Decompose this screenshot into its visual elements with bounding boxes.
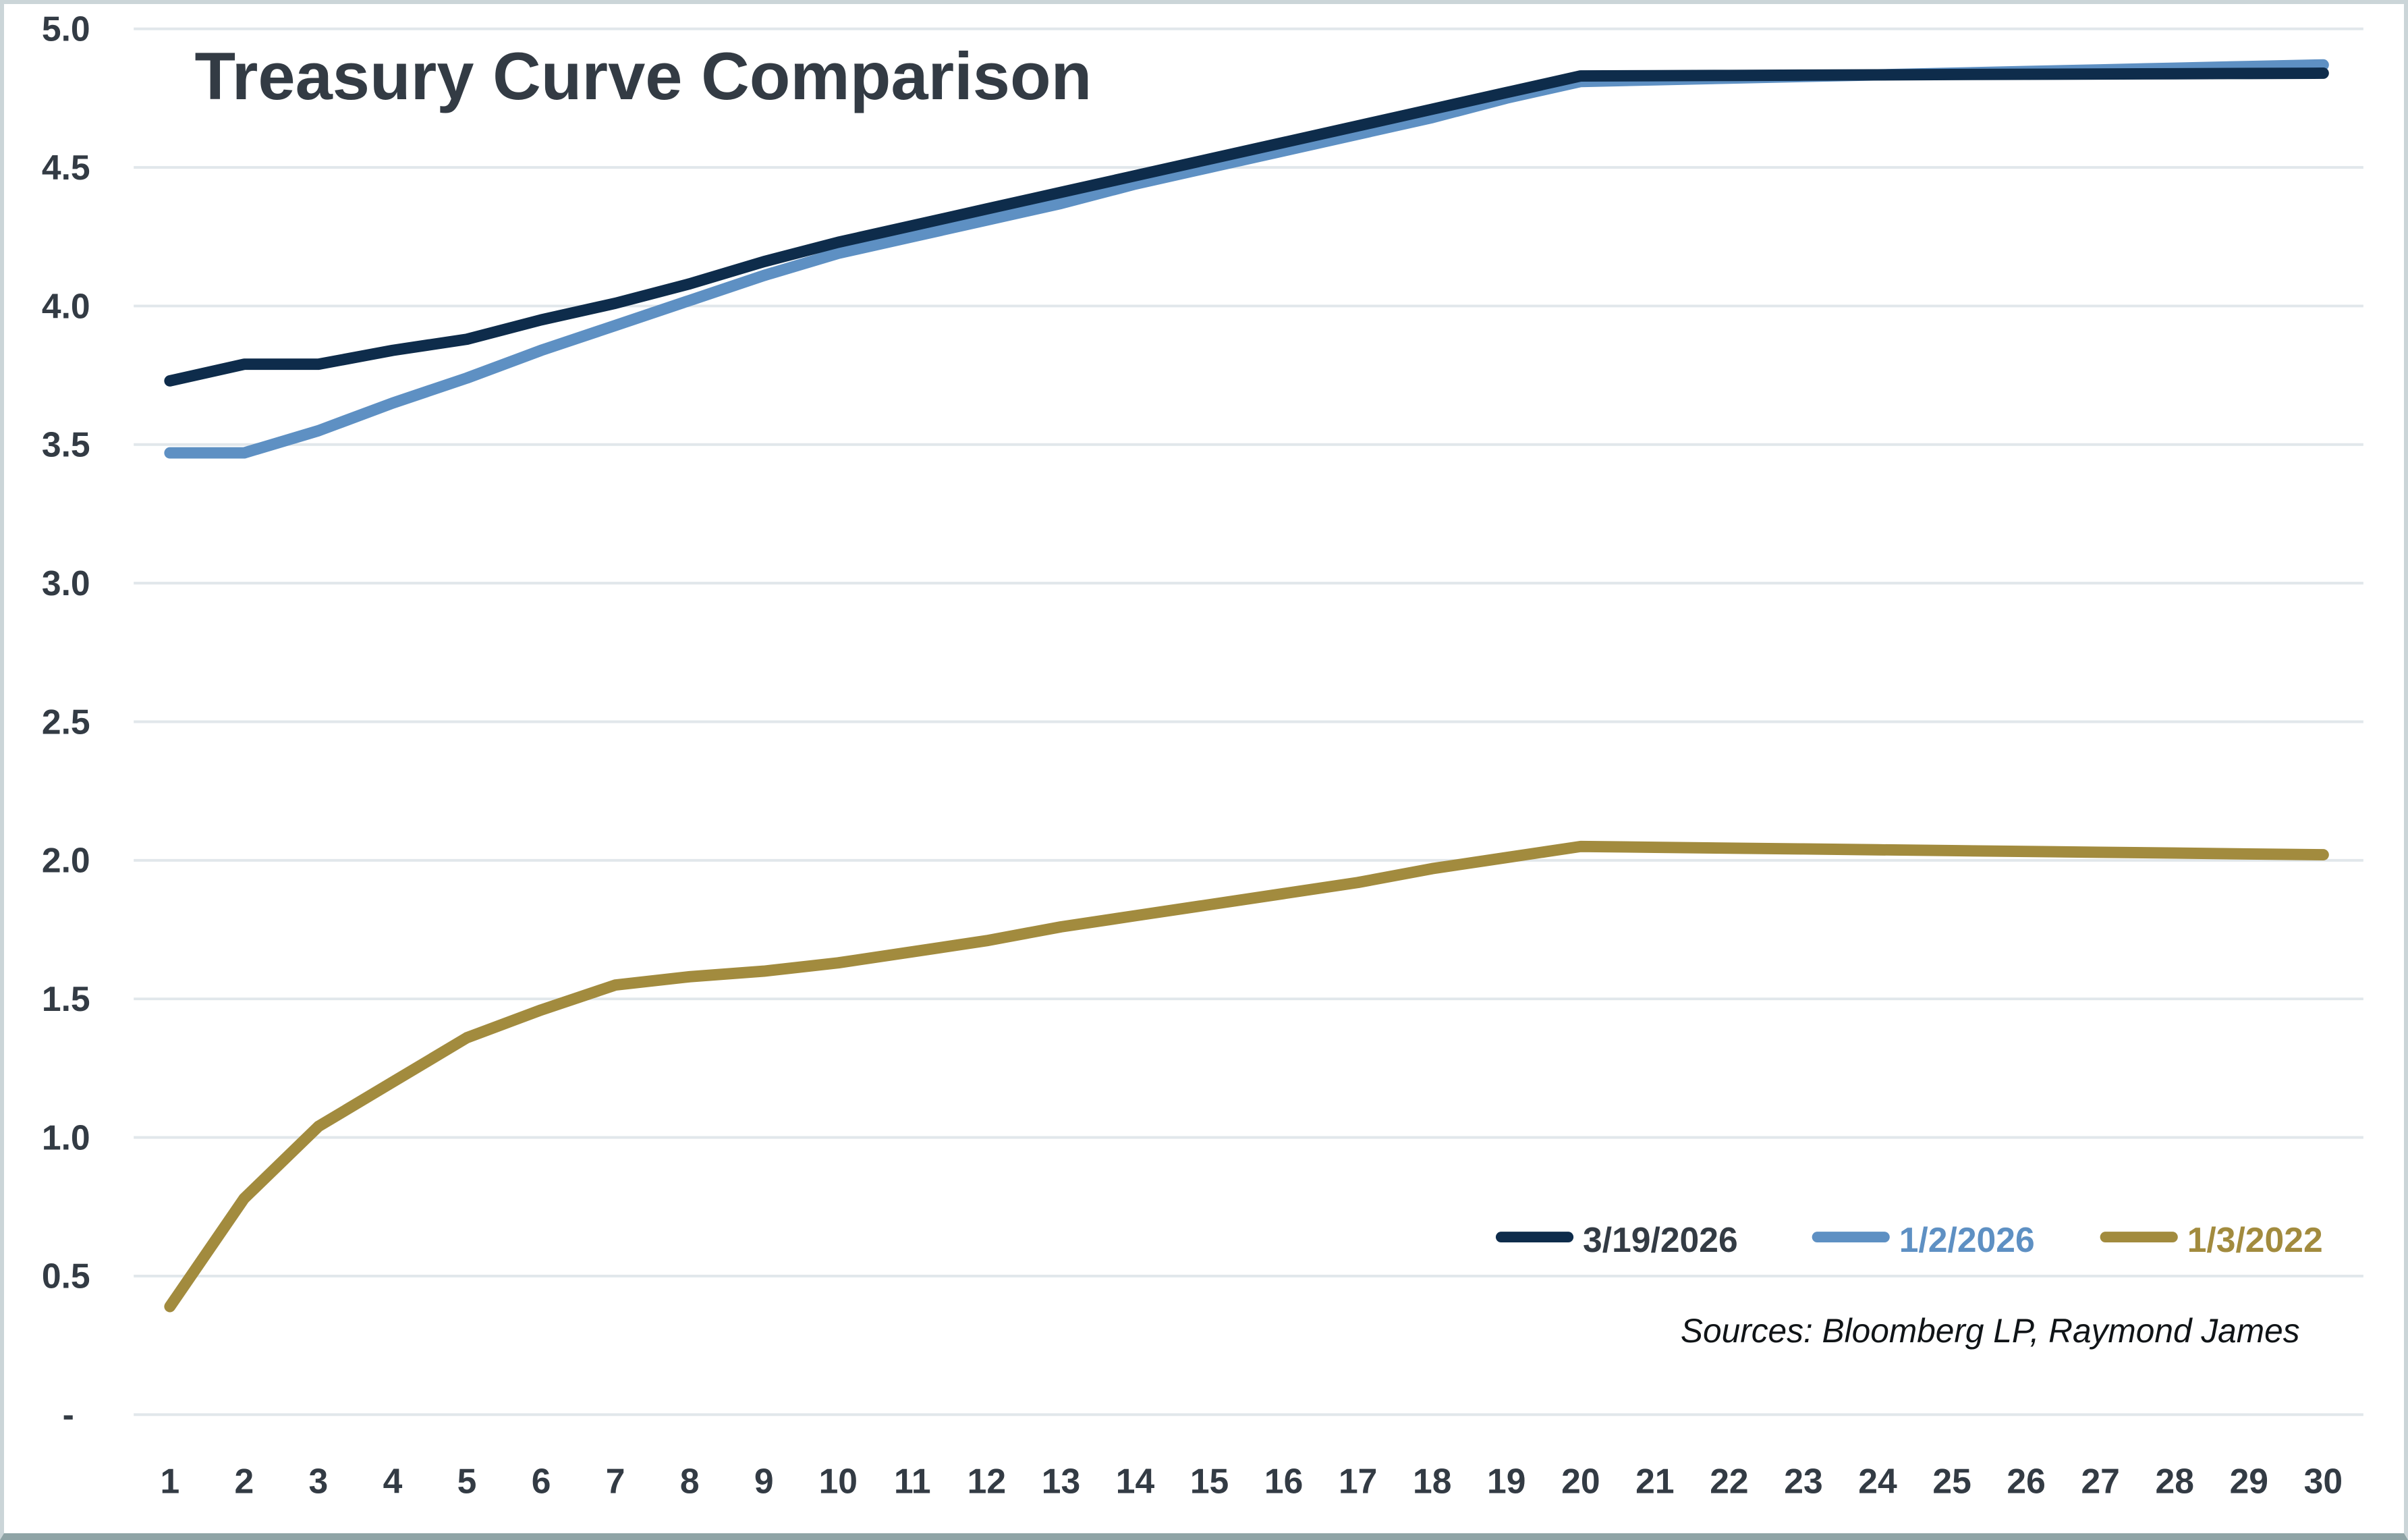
x-tick-label: 5 bbox=[457, 1461, 477, 1500]
x-tick-label: 24 bbox=[1858, 1461, 1897, 1500]
x-tick-label: 18 bbox=[1413, 1461, 1451, 1500]
chart-title: Treasury Curve Comparison bbox=[195, 39, 1092, 114]
sources-note: Sources: Bloomberg LP, Raymond James bbox=[1681, 1312, 2300, 1350]
series-line-1/3/2022 bbox=[164, 840, 2329, 1313]
y-tick-label: 5.0 bbox=[42, 9, 90, 49]
x-tick-label: 3 bbox=[309, 1461, 329, 1500]
legend-item-1/3/2022: 1/3/2022 bbox=[2100, 1220, 2323, 1259]
y-tick-label: 0.5 bbox=[42, 1257, 90, 1296]
x-tick-label: 12 bbox=[968, 1461, 1006, 1500]
x-tick-label: 15 bbox=[1190, 1461, 1229, 1500]
y-axis-labels: 5.0 4.5 4.0 3.5 3.0 2.5 2.0 1.5 1.0 0.5 - bbox=[42, 9, 90, 1435]
legend-label-3/19/2026: 3/19/2026 bbox=[1583, 1220, 1738, 1259]
x-tick-label: 20 bbox=[1561, 1461, 1600, 1500]
x-axis-labels: 1 2 3 4 5 6 7 8 9 10 11 12 13 14 15 16 17 18 19 20 21 22 23 24 2… bbox=[160, 1461, 2343, 1500]
x-tick-label: 29 bbox=[2230, 1461, 2268, 1500]
y-tick-label: 2.5 bbox=[42, 702, 90, 741]
x-tick-label: 8 bbox=[680, 1461, 700, 1500]
y-tick-label: 4.0 bbox=[42, 286, 90, 325]
x-tick-label: 4 bbox=[383, 1461, 403, 1500]
legend-label-1/2/2026: 1/2/2026 bbox=[1899, 1220, 2035, 1259]
x-tick-label: 10 bbox=[819, 1461, 858, 1500]
series-line-3/19/2026 bbox=[164, 67, 2329, 387]
x-tick-label: 25 bbox=[1932, 1461, 1971, 1500]
y-tick-label: 1.0 bbox=[42, 1118, 90, 1157]
x-tick-label: 30 bbox=[2304, 1461, 2343, 1500]
x-tick-label: 16 bbox=[1264, 1461, 1303, 1500]
gridlines bbox=[134, 27, 2363, 1417]
x-tick-label: 22 bbox=[1710, 1461, 1748, 1500]
x-tick-label: 21 bbox=[1635, 1461, 1674, 1500]
series-line-1/2/2026 bbox=[164, 59, 2329, 459]
x-tick-label: 6 bbox=[532, 1461, 551, 1500]
legend: 3/19/2026 1/2/2026 1/3/2022 bbox=[1495, 1220, 2323, 1259]
x-tick-label: 19 bbox=[1487, 1461, 1525, 1500]
legend-label-1/3/2022: 1/3/2022 bbox=[2187, 1220, 2323, 1259]
y-tick-label: 1.5 bbox=[42, 979, 90, 1018]
y-tick-label: - bbox=[63, 1395, 74, 1434]
x-tick-label: 28 bbox=[2156, 1461, 2194, 1500]
legend-item-1/2/2026: 1/2/2026 bbox=[1812, 1220, 2035, 1259]
x-tick-label: 17 bbox=[1339, 1461, 1377, 1500]
x-tick-label: 14 bbox=[1116, 1461, 1155, 1500]
x-tick-label: 2 bbox=[235, 1461, 254, 1500]
x-tick-label: 13 bbox=[1042, 1461, 1080, 1500]
x-tick-label: 7 bbox=[606, 1461, 625, 1500]
y-tick-label: 2.0 bbox=[42, 841, 90, 880]
x-tick-label: 26 bbox=[2007, 1461, 2045, 1500]
x-tick-label: 9 bbox=[754, 1461, 774, 1500]
y-tick-label: 3.5 bbox=[42, 425, 90, 464]
x-tick-label: 23 bbox=[1784, 1461, 1822, 1500]
x-tick-label: 11 bbox=[894, 1461, 931, 1500]
x-tick-label: 27 bbox=[2081, 1461, 2119, 1500]
x-tick-label: 1 bbox=[160, 1461, 179, 1500]
y-tick-label: 4.5 bbox=[42, 148, 90, 187]
y-tick-label: 3.0 bbox=[42, 563, 90, 603]
series-lines bbox=[164, 59, 2329, 1313]
legend-item-3/19/2026: 3/19/2026 bbox=[1495, 1220, 1738, 1259]
